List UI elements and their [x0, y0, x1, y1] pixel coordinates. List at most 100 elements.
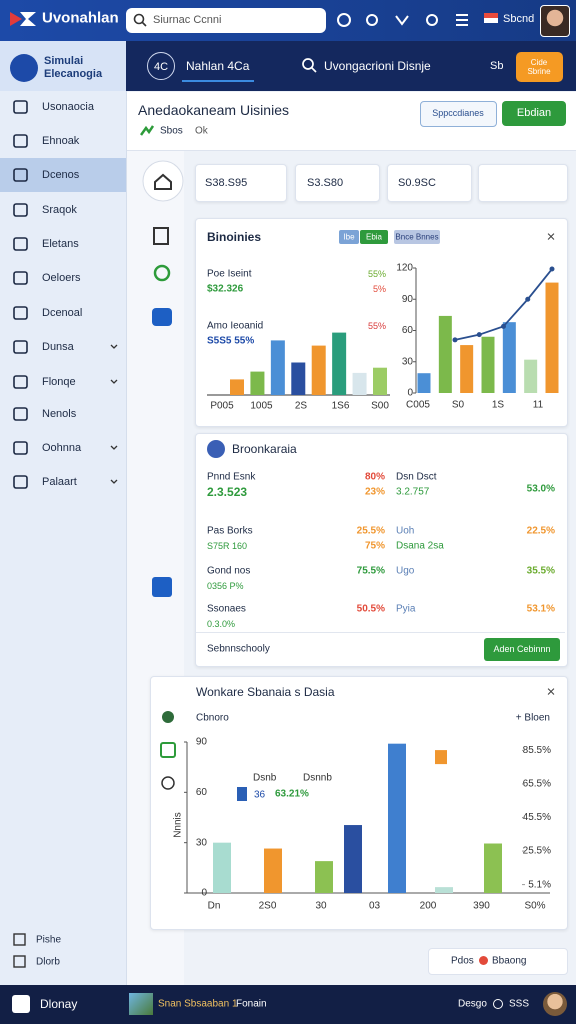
row-text: Dsana 2sa	[396, 540, 444, 552]
row-text: Uoh	[396, 525, 415, 537]
close-icon[interactable]: ×	[546, 683, 556, 701]
stat-pct: 55%	[367, 321, 386, 331]
tab-underline	[182, 80, 254, 82]
brand: Uvonahlan	[42, 9, 119, 27]
button-label[interactable]: Ebdian	[516, 107, 552, 119]
chip-label[interactable]: Bbaong	[492, 955, 527, 967]
button-label[interactable]: Sppccdianes	[432, 108, 484, 118]
stat-card	[478, 164, 568, 202]
nav-search-icon	[302, 58, 317, 73]
close-icon[interactable]: ×	[546, 228, 556, 246]
status: Desgo	[458, 998, 487, 1010]
track[interactable]: Snan Sbsaaban 1	[158, 998, 238, 1010]
nav-item: Dcenoal	[42, 307, 83, 319]
nav-button[interactable]	[516, 52, 563, 82]
nav-item: Sraqok	[42, 204, 77, 216]
app-name[interactable]: Dlonay	[40, 997, 78, 1011]
page-header	[127, 92, 576, 151]
nav-item: Usonaocia	[42, 101, 94, 113]
footer-chip[interactable]	[428, 948, 568, 975]
row-text: Ssonaes	[207, 603, 246, 615]
search-box[interactable]	[126, 8, 326, 33]
sidebar-logo	[10, 54, 38, 82]
sidebar-footer: Dlorb	[36, 956, 60, 968]
card	[195, 433, 568, 667]
sidebar-footer: Pishe	[36, 934, 62, 946]
chip[interactable]	[339, 230, 359, 244]
search-placeholder: Siurnac Ccnni	[153, 14, 222, 26]
action[interactable]: + Bloen	[515, 712, 550, 724]
stat-label: Poe Iseint	[207, 268, 252, 280]
chip-label[interactable]: Pdos	[451, 955, 474, 967]
row-pct: 35.5%	[526, 565, 555, 577]
divider	[196, 632, 565, 633]
sidebar-title: Simulai Elecanogia	[44, 55, 103, 80]
chip-label[interactable]: Bnce Bnnes	[395, 232, 439, 242]
card-title: Binoinies	[207, 230, 262, 244]
nav-badge-circle	[147, 52, 175, 80]
nav-badge: 4C	[153, 61, 169, 73]
row-pct: 23%	[364, 486, 385, 498]
meta-icon	[140, 125, 154, 136]
row-pct: 75.5%	[356, 565, 385, 577]
nav-search[interactable]: Uvongacrioni Disnje	[324, 59, 431, 73]
nav-item: Oeloers	[42, 272, 81, 284]
primary-button[interactable]	[484, 638, 560, 661]
row-text: 0.3.0%	[207, 619, 236, 629]
nav-item: Eletans	[42, 238, 79, 250]
chip-label[interactable]: Ibe	[343, 232, 355, 242]
nav-link[interactable]: Sb	[490, 60, 504, 72]
row-pct: 50.5%	[356, 603, 385, 615]
card-icon	[207, 440, 225, 458]
user-name[interactable]: Sbcnd	[503, 13, 535, 25]
page-meta: Ok	[195, 125, 208, 137]
row-text: Ugo	[396, 565, 415, 577]
avatar[interactable]	[540, 5, 570, 37]
toolbar-icons[interactable]	[336, 10, 472, 30]
status: SSS	[509, 998, 530, 1010]
nav-button-label[interactable]: Cide Sbrine	[527, 58, 551, 76]
nav-item: Dcenos	[42, 169, 80, 181]
filter[interactable]: Cbnoro	[196, 712, 229, 724]
card-footer: Sebnnschooly	[207, 643, 270, 655]
nav-tab[interactable]: Nahlan 4Ca	[186, 59, 250, 73]
thumbnail	[129, 993, 153, 1015]
card-icons[interactable]	[158, 708, 178, 798]
chip-dot	[479, 956, 488, 965]
row-pct: 53.0%	[526, 483, 555, 495]
row-pct: 80%	[364, 471, 385, 483]
nav-bar	[126, 41, 576, 91]
row-text: Dsn Dsct	[396, 471, 437, 483]
stat-card	[195, 164, 287, 202]
primary-button[interactable]	[502, 101, 566, 126]
nav-item: Nenols	[42, 408, 77, 420]
stat-value: S5S5 55%	[207, 335, 255, 347]
rail-icons[interactable]	[140, 158, 186, 618]
sidebar	[0, 91, 127, 985]
stat-card	[387, 164, 472, 202]
row-text: 0356 P%	[207, 581, 244, 591]
stat-pct: 5%	[372, 284, 386, 294]
row-pct: 22.5%	[526, 525, 555, 537]
stat-pct: 55%	[367, 269, 386, 279]
row-text: 2.3.523	[207, 485, 248, 499]
avatar[interactable]	[543, 992, 567, 1016]
nav-item: Flonqe	[42, 376, 76, 388]
tag[interactable]: Fonain	[236, 998, 267, 1010]
row-pct: 25.5%	[356, 525, 385, 537]
nav-item: Oohnna	[42, 442, 82, 454]
chip-label[interactable]: Ebia	[365, 232, 383, 242]
chip[interactable]	[394, 230, 440, 244]
brand-logo	[10, 12, 36, 26]
flag	[484, 13, 498, 23]
nav-item: Dunsa	[42, 341, 74, 353]
button-label[interactable]: Aden Cebinnn	[493, 644, 551, 654]
row-text: Gond nos	[207, 565, 251, 577]
stat-value: S0.9SC	[398, 177, 436, 189]
row-text: Pas Borks	[207, 525, 253, 537]
app-icon	[12, 995, 30, 1013]
row-pct: 53.1%	[526, 603, 555, 615]
outline-button[interactable]	[420, 101, 497, 127]
chip[interactable]	[360, 230, 388, 244]
